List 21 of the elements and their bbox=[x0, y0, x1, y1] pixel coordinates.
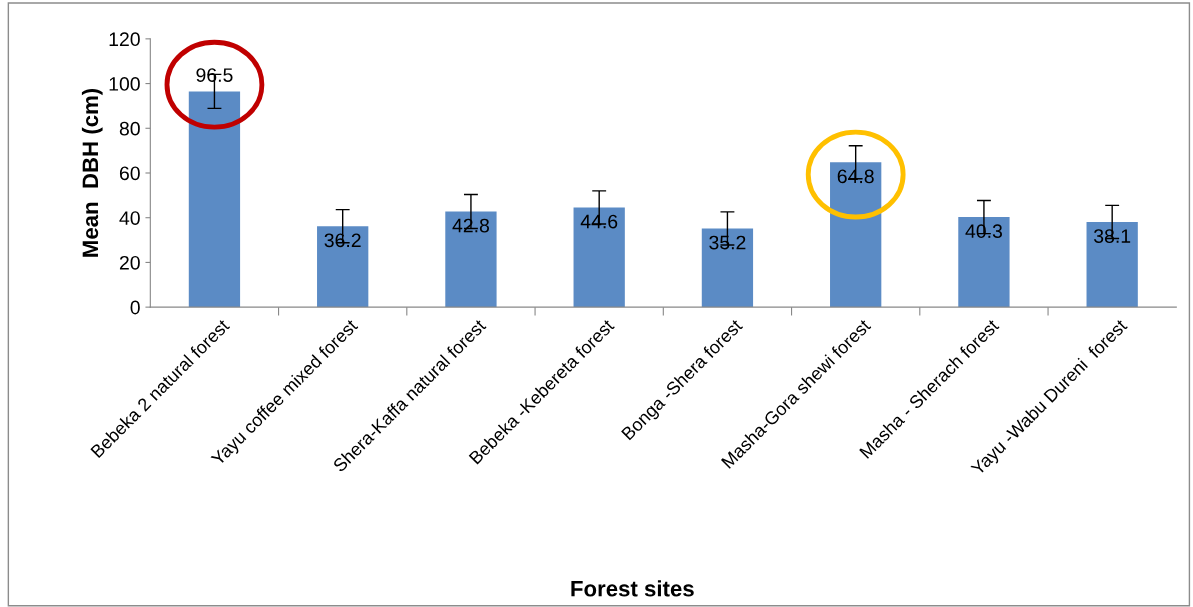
y-tick-label: 80 bbox=[119, 121, 140, 136]
data-label: 42.8 bbox=[452, 218, 490, 233]
bar bbox=[573, 207, 625, 308]
bar bbox=[701, 228, 754, 308]
bar bbox=[445, 211, 497, 308]
x-axis-title: Forest sites bbox=[571, 580, 694, 597]
data-label: 44.6 bbox=[580, 214, 618, 229]
y-tick-label: 40 bbox=[119, 211, 140, 225]
y-tick-label: 20 bbox=[119, 255, 140, 270]
y-axis-title: Mean DBH (cm) bbox=[81, 88, 103, 257]
data-label: 36.2 bbox=[324, 233, 361, 248]
bar bbox=[1086, 221, 1138, 308]
data-label: 35.2 bbox=[709, 235, 746, 250]
y-tick-label: 100 bbox=[109, 77, 140, 91]
y-tick-label: 120 bbox=[109, 32, 140, 47]
data-label: 38.1 bbox=[1094, 229, 1131, 243]
bar bbox=[958, 217, 1010, 308]
bar bbox=[317, 226, 369, 308]
y-tick-label: 60 bbox=[119, 166, 140, 181]
y-tick-label: 0 bbox=[130, 300, 140, 315]
data-label: 40.3 bbox=[965, 224, 1002, 239]
